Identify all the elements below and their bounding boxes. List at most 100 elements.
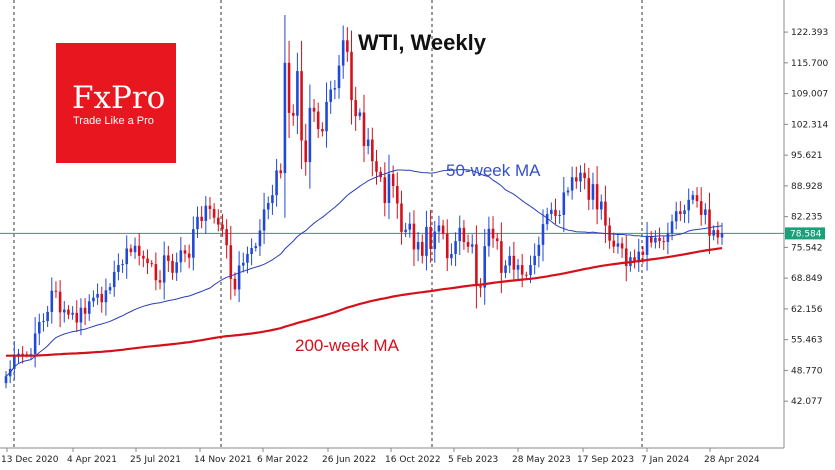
candle-body-145 xyxy=(608,225,611,241)
candle-body-84 xyxy=(354,100,357,117)
candle-body-134 xyxy=(562,192,566,215)
candle-body-47 xyxy=(200,216,203,221)
candle-body-128 xyxy=(537,244,541,256)
candle-body-81 xyxy=(341,40,345,66)
candle-body-79 xyxy=(333,88,337,90)
y-tick-label-11: 48.770 xyxy=(791,366,823,376)
current-price-tag: 78.584 xyxy=(785,227,825,240)
candle-body-148 xyxy=(620,243,624,249)
x-tick-label-10: 7 Jan 2024 xyxy=(641,455,689,465)
candle-body-130 xyxy=(545,214,549,225)
candle-body-37 xyxy=(158,280,162,283)
candle-body-155 xyxy=(649,236,653,243)
candle-body-114 xyxy=(479,286,482,288)
x-tick-label-5: 26 Jun 2022 xyxy=(322,455,376,465)
y-tick-label-6: 82.235 xyxy=(791,213,823,223)
candle-body-91 xyxy=(383,177,387,203)
candle-body-87 xyxy=(366,139,370,147)
candle-body-101 xyxy=(425,226,428,256)
candle-body-14 xyxy=(62,309,66,313)
candle-body-57 xyxy=(241,262,245,266)
y-tick-label-7: 75.542 xyxy=(791,243,823,253)
candle-body-138 xyxy=(579,172,582,182)
candle-body-89 xyxy=(375,161,378,172)
candle-body-160 xyxy=(670,221,674,234)
candle-body-161 xyxy=(674,211,678,222)
candle-body-30 xyxy=(129,248,133,253)
candle-body-0 xyxy=(4,376,8,384)
candle-body-105 xyxy=(441,225,445,234)
candle-body-168 xyxy=(704,209,707,215)
candle-body-141 xyxy=(591,184,595,200)
candle-body-146 xyxy=(612,240,616,247)
candle-body-172 xyxy=(720,233,724,238)
candle-body-154 xyxy=(645,236,649,255)
candle-body-156 xyxy=(654,237,657,243)
candle-body-90 xyxy=(379,171,382,178)
candle-body-149 xyxy=(624,248,628,266)
candle-body-32 xyxy=(137,245,141,256)
candle-body-129 xyxy=(541,224,545,245)
candle-body-112 xyxy=(470,244,474,247)
candle-body-93 xyxy=(391,174,395,186)
candle-body-115 xyxy=(483,246,487,288)
candle-body-83 xyxy=(350,51,353,101)
candle-body-171 xyxy=(716,230,720,238)
candle-body-60 xyxy=(254,246,258,249)
y-tick-label-10: 55.463 xyxy=(791,336,823,346)
candle-body-45 xyxy=(192,229,195,258)
candle-body-33 xyxy=(142,255,145,259)
candle-body-170 xyxy=(712,230,715,236)
candle-body-3 xyxy=(17,353,20,356)
candle-body-152 xyxy=(637,251,641,263)
x-tick-label-0: 13 Dec 2020 xyxy=(1,455,59,465)
candle-body-167 xyxy=(699,201,703,215)
candle-body-74 xyxy=(312,107,316,112)
candle-body-119 xyxy=(500,241,503,273)
logo-tagline: Trade Like a Pro xyxy=(73,115,154,127)
candle-body-18 xyxy=(79,307,83,323)
candle-body-169 xyxy=(708,209,711,236)
candle-body-63 xyxy=(266,202,270,210)
candle-body-140 xyxy=(587,178,591,200)
candle-body-131 xyxy=(550,209,553,215)
candle-body-144 xyxy=(604,201,607,226)
candle-body-153 xyxy=(641,251,645,255)
candle-body-2 xyxy=(13,355,16,369)
candle-body-7 xyxy=(33,333,37,355)
y-tick-label-5: 88.928 xyxy=(791,182,823,192)
current-price-label: 78.584 xyxy=(790,230,822,240)
chart-title: WTI, Weekly xyxy=(358,30,487,55)
candle-body-117 xyxy=(491,228,495,239)
candle-body-38 xyxy=(162,255,166,283)
candle-body-16 xyxy=(71,312,74,315)
candle-body-15 xyxy=(67,309,70,315)
candle-body-133 xyxy=(558,214,561,216)
candle-body-136 xyxy=(570,177,574,191)
candle-body-59 xyxy=(250,248,253,255)
candle-body-40 xyxy=(171,260,174,273)
candle-body-71 xyxy=(300,71,303,141)
candle-body-69 xyxy=(291,112,295,116)
candle-body-48 xyxy=(204,205,208,221)
x-tick-label-9: 17 Sep 2023 xyxy=(577,455,634,465)
candle-body-95 xyxy=(400,203,403,232)
candle-body-118 xyxy=(495,238,499,242)
candle-body-53 xyxy=(225,229,228,246)
candle-body-70 xyxy=(296,71,299,116)
candle-body-68 xyxy=(287,62,291,113)
candle-body-24 xyxy=(104,290,108,303)
candle-body-132 xyxy=(554,209,557,216)
candle-body-36 xyxy=(154,264,158,281)
x-tick-label-2: 25 Jul 2021 xyxy=(130,455,181,465)
candle-body-157 xyxy=(658,237,661,242)
candle-body-17 xyxy=(75,312,79,323)
candle-body-27 xyxy=(117,265,120,272)
candle-body-137 xyxy=(575,177,578,182)
candle-body-77 xyxy=(325,101,328,132)
logo-brand: FxPro xyxy=(72,80,165,116)
ma200-line xyxy=(6,247,723,357)
candle-body-80 xyxy=(337,65,341,89)
candle-body-158 xyxy=(662,241,666,243)
